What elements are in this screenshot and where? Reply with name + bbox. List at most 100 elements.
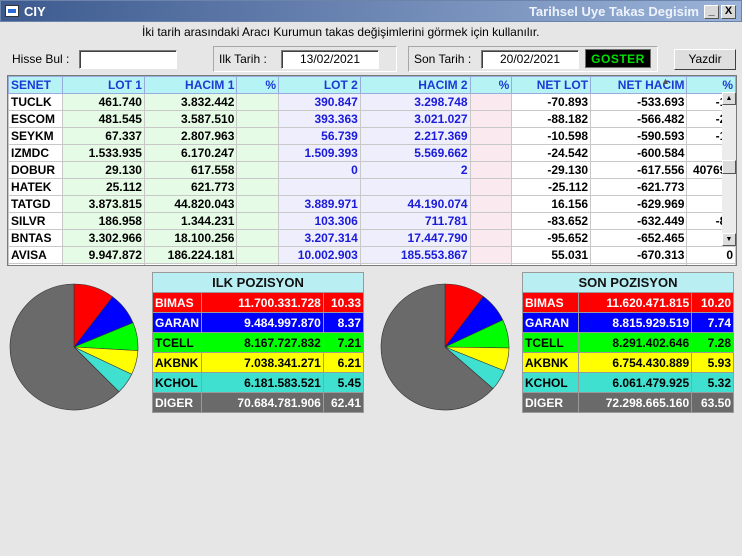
table-cell: -670.313 — [590, 246, 688, 264]
legend-pct: 5.45 — [322, 372, 365, 393]
table-cell — [469, 110, 513, 128]
table-row[interactable]: BNTAS 3.302.966 18.100.256 3.207.314 17.447.… — [8, 229, 736, 247]
scroll-up-icon[interactable]: ▲ — [722, 92, 736, 105]
legend-row: TCELL 8.291.402.646 7.28 — [522, 332, 734, 353]
total-cell: 13.257.764.132 — [143, 263, 238, 265]
table-row[interactable]: ESCOM 481.545 3.587.510 393.363 3.021.027 -88… — [8, 110, 736, 128]
sort-indicator-icon: ▲ — [661, 76, 670, 86]
table-row[interactable]: SEYKM 67.337 2.807.963 56.739 2.217.369 -10.5… — [8, 127, 736, 145]
table-cell: 3.873.815 — [62, 195, 145, 213]
table-row[interactable]: TUCLK 461.740 3.832.442 390.847 3.298.748 -70… — [8, 93, 736, 111]
legend-name: AKBNK — [152, 352, 202, 373]
column-header[interactable]: LOT 2 — [278, 76, 361, 94]
table-cell — [236, 110, 280, 128]
legend-value: 6.061.479.925 — [577, 372, 693, 393]
table-cell: AVISA — [8, 246, 64, 264]
column-header[interactable]: NET HACIM — [590, 76, 688, 94]
table-row[interactable]: TATGD 3.873.815 44.820.043 3.889.971 44.190.… — [8, 195, 736, 213]
table-cell — [236, 127, 280, 145]
table-cell — [469, 127, 513, 145]
table-row[interactable]: SILVR 186.958 1.344.231 103.306 711.781 -83.6… — [8, 212, 736, 230]
table-cell: -88.182 — [511, 110, 592, 128]
legend-row: DIGER 72.298.665.160 63.50 — [522, 392, 734, 413]
legend-pct: 8.37 — [322, 312, 365, 333]
table-cell: 44.820.043 — [143, 195, 238, 213]
table-cell: 3.207.314 — [278, 229, 361, 247]
table-row[interactable]: HATEK 25.112 621.773 -25.112 -621.773 — [8, 178, 736, 196]
legend-value: 6.181.583.521 — [201, 372, 324, 393]
end-date-group — [408, 46, 658, 72]
table-cell: 103.306 — [278, 212, 361, 230]
scroll-down-icon[interactable]: ▼ — [722, 233, 736, 246]
column-header[interactable]: % — [236, 76, 280, 94]
column-header[interactable]: HACIM 1 — [143, 76, 238, 94]
table-cell: -24.542 — [511, 144, 592, 162]
search-input[interactable] — [79, 50, 177, 69]
column-header[interactable]: % — [686, 76, 736, 94]
scroll-thumb[interactable] — [722, 160, 736, 174]
legend-pct: 7.28 — [691, 332, 734, 353]
window-titlebar[interactable]: CIY Tarihsel Uye Takas Degisim _ X — [0, 0, 742, 22]
table-cell: -621.773 — [590, 178, 688, 196]
column-header[interactable]: HACIM 2 — [359, 76, 471, 94]
total-cell — [8, 263, 64, 265]
table-cell — [236, 195, 280, 213]
start-date-label: Ilk Tarih : — [219, 52, 267, 66]
pie-slice-diger — [9, 283, 120, 411]
legend-row: KCHOL 6.061.479.925 5.32 — [522, 372, 734, 393]
table-cell — [469, 229, 513, 247]
yazdir-button[interactable]: Yazdir — [674, 49, 736, 70]
column-header[interactable]: SENET — [8, 76, 64, 94]
takas-grid[interactable]: SENET LOT 1 HACIM 1% LOT 2 HACIM 2% NET LOT NE… — [7, 75, 737, 266]
table-cell: 393.363 — [278, 110, 361, 128]
table-cell — [236, 144, 280, 162]
table-cell: 481.545 — [62, 110, 145, 128]
table-cell: -566.482 — [590, 110, 688, 128]
table-cell: 621.773 — [143, 178, 238, 196]
app-icon — [5, 5, 19, 17]
column-header[interactable]: LOT 1 — [62, 76, 145, 94]
start-date-field[interactable]: 13/02/2021 — [281, 50, 379, 69]
table-cell: TATGD — [8, 195, 64, 213]
table-row[interactable]: IZMDC 1.533.935 6.170.247 1.509.393 5.569.66… — [8, 144, 736, 162]
minimize-button[interactable]: _ — [704, 5, 719, 19]
table-row[interactable]: DOBUR 29.130 617.558 0 2 -29.130 -617.556 40769… — [8, 161, 736, 179]
close-button[interactable]: X — [721, 5, 736, 19]
table-cell — [469, 161, 513, 179]
table-cell: IZMDC — [8, 144, 64, 162]
column-header[interactable]: NET LOT — [511, 76, 592, 94]
table-cell: 186.958 — [62, 212, 145, 230]
table-cell — [469, 93, 513, 111]
grid-scrollbar[interactable]: ▲ ▼ — [722, 92, 736, 246]
table-cell — [469, 195, 513, 213]
table-cell: 711.781 — [359, 212, 471, 230]
legend-row: BIMAS 11.700.331.728 10.33 — [152, 292, 365, 313]
table-cell: 186.224.181 — [143, 246, 238, 264]
table-cell: 461.740 — [62, 93, 145, 111]
table-row[interactable]: AVISA 9.947.872 186.224.181 10.002.903 185.5… — [8, 246, 736, 264]
table-cell: -29.130 — [511, 161, 592, 179]
table-cell: -70.893 — [511, 93, 592, 111]
legend-name: KCHOL — [152, 372, 202, 393]
table-cell: 185.553.867 — [359, 246, 471, 264]
son-pozisyon-table: SON POZISYON BIMAS 11.620.471.815 10.20 GAR… — [522, 272, 734, 413]
table-cell: 3.021.027 — [359, 110, 471, 128]
end-date-label: Son Tarih : — [414, 52, 472, 66]
table-cell: -25.112 — [511, 178, 592, 196]
goster-button[interactable]: GOSTER — [585, 49, 651, 68]
legend-value: 8.167.727.832 — [201, 332, 324, 353]
legend-value: 11.700.331.728 — [201, 292, 324, 313]
ilk-pozisyon-pie-chart — [9, 283, 139, 411]
table-cell — [359, 178, 471, 196]
table-cell: SILVR — [8, 212, 64, 230]
legend-name: KCHOL — [522, 372, 579, 393]
table-cell: 25.112 — [62, 178, 145, 196]
table-cell: 3.832.442 — [143, 93, 238, 111]
table-cell: 67.337 — [62, 127, 145, 145]
legend-name: DIGER — [152, 392, 202, 413]
legend-value: 7.038.341.271 — [201, 352, 324, 373]
column-header[interactable]: % — [469, 76, 513, 94]
end-date-field[interactable]: 20/02/2021 — [481, 50, 579, 69]
legend-name: BIMAS — [522, 292, 579, 313]
table-cell: 617.558 — [143, 161, 238, 179]
